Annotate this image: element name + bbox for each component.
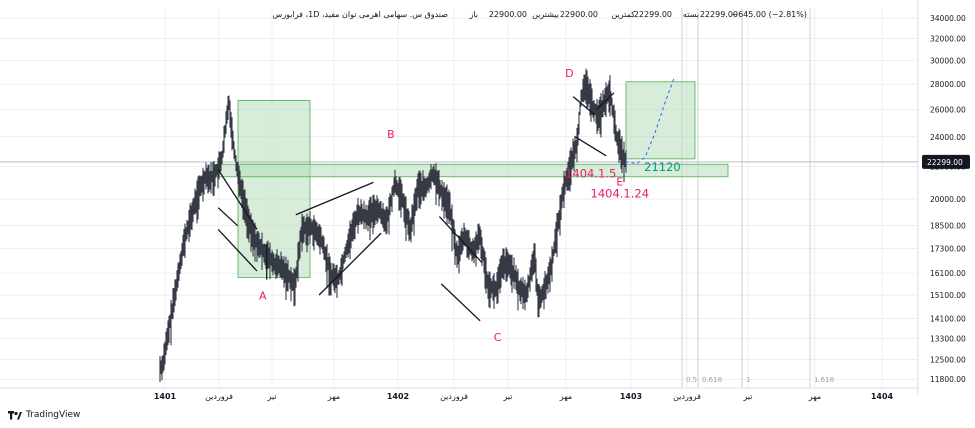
x-tick-label: فروردین bbox=[440, 392, 468, 401]
fib-level-label: 1.618 bbox=[814, 376, 834, 384]
trend-line[interactable] bbox=[438, 216, 483, 264]
x-tick-label: تیر bbox=[502, 392, 512, 401]
open-label: باز bbox=[469, 10, 478, 19]
fib-level-label: 0.618 bbox=[702, 376, 722, 384]
price-axis[interactable] bbox=[918, 0, 975, 395]
x-tick-label: مهر bbox=[559, 392, 572, 401]
y-tick-label: 14100.00 bbox=[930, 314, 966, 323]
y-tick-label: 18500.00 bbox=[930, 222, 966, 231]
x-tick-label: تیر bbox=[266, 392, 276, 401]
y-tick-label: 32000.00 bbox=[930, 35, 966, 44]
tradingview-icon bbox=[8, 410, 22, 419]
y-tick-label: 24000.00 bbox=[930, 133, 966, 142]
trend-line[interactable] bbox=[318, 232, 382, 296]
y-tick-label: 20000.00 bbox=[930, 195, 966, 204]
ohlc-legend: صندوق س. سهامی اهرمی توان مفید، 1D، فراب… bbox=[0, 0, 975, 22]
trend-line[interactable] bbox=[217, 228, 258, 272]
symbol-title: صندوق س. سهامی اهرمی توان مفید، 1D، فراب… bbox=[272, 10, 448, 19]
y-tick-label: 11800.00 bbox=[930, 375, 966, 384]
annotation-label: 1404.1.5 bbox=[565, 167, 616, 181]
low-label: کمترین bbox=[611, 10, 635, 19]
fib-level-label: 0.5 bbox=[686, 376, 697, 384]
annotation-label: A bbox=[259, 290, 267, 303]
annotation-label: 1404.1.24 bbox=[591, 186, 650, 200]
highlight-zone[interactable] bbox=[625, 81, 696, 160]
y-tick-label: 28000.00 bbox=[930, 80, 966, 89]
x-tick-label: 1403 bbox=[620, 392, 642, 401]
open-value: 22900.00 bbox=[488, 10, 527, 19]
annotation-label: 21120 bbox=[644, 160, 681, 174]
y-tick-label: 15100.00 bbox=[930, 291, 966, 300]
y-tick-label: 34000.00 bbox=[930, 14, 966, 23]
annotation-label: D bbox=[565, 67, 573, 80]
y-tick-label: 30000.00 bbox=[930, 57, 966, 66]
trend-line[interactable] bbox=[574, 136, 607, 157]
x-tick-label: 1401 bbox=[154, 392, 177, 401]
last-price-label: 22299.00 bbox=[927, 158, 963, 167]
last-price-badge bbox=[922, 154, 970, 169]
trend-line[interactable] bbox=[217, 207, 239, 227]
y-tick-label: 12500.00 bbox=[930, 356, 966, 365]
trend-line[interactable] bbox=[440, 283, 481, 322]
close-value: 22299.00 bbox=[699, 10, 738, 19]
x-tick-label: مهر bbox=[808, 392, 821, 401]
annotation-label: E bbox=[616, 176, 623, 189]
trend-line[interactable] bbox=[572, 96, 595, 116]
x-tick-label: تیر bbox=[742, 392, 752, 401]
fib-level-label: 1 bbox=[746, 376, 750, 384]
y-tick-label: 26000.00 bbox=[930, 105, 966, 114]
x-tick-label: 1404 bbox=[871, 392, 894, 401]
high-value: 22900.00 bbox=[559, 10, 598, 19]
annotation-label: B bbox=[387, 128, 395, 141]
trend-line[interactable] bbox=[596, 92, 615, 110]
y-tick-label: 13300.00 bbox=[930, 334, 966, 343]
trend-line[interactable] bbox=[217, 169, 258, 230]
x-tick-label: فروردین bbox=[205, 392, 233, 401]
high-label: بیشترین bbox=[532, 10, 559, 19]
tradingview-logo[interactable]: TradingView bbox=[8, 410, 80, 420]
close-label: بسته bbox=[682, 10, 699, 19]
y-tick-label: 16100.00 bbox=[930, 269, 966, 278]
y-tick-label: 17300.00 bbox=[930, 245, 966, 254]
change-value: −645.00 (−2.81%) bbox=[731, 10, 807, 19]
x-tick-label: 1402 bbox=[387, 392, 409, 401]
low-value: 22299.00 bbox=[633, 10, 672, 19]
trend-line[interactable] bbox=[295, 181, 374, 216]
x-tick-label: فروردین bbox=[673, 392, 701, 401]
annotation-label: C bbox=[494, 331, 502, 344]
brand-name: TradingView bbox=[26, 410, 81, 420]
x-tick-label: مهر bbox=[327, 392, 340, 401]
